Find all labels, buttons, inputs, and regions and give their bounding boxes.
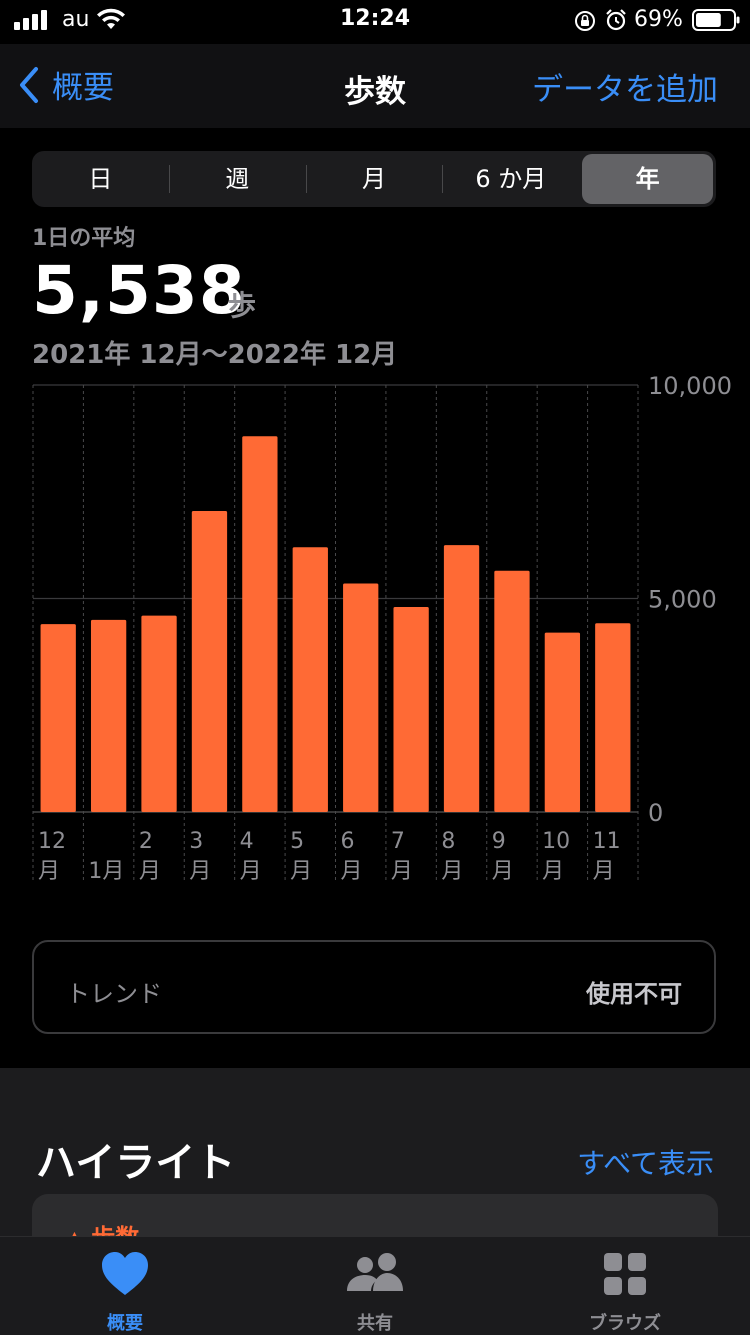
x-tick-label: 1月 xyxy=(88,859,124,884)
y-tick-label: 0 xyxy=(648,799,663,827)
bar-10月 xyxy=(544,632,581,812)
clock: 12:24 xyxy=(339,6,411,31)
steps-bar-chart[interactable]: 0 5,000 10,000 12 月 1月 2 月 3 月 4 月 5 月 6 月 7 月 8 月 9 月 10 月 11 月 xyxy=(0,370,750,890)
x-tick-label: 月 xyxy=(441,859,463,884)
x-tick-label: 4 xyxy=(240,829,254,854)
signal-icon xyxy=(14,10,47,30)
x-tick-label: 12 xyxy=(38,829,66,854)
carrier-label: au xyxy=(62,7,90,32)
tab-summary[interactable]: 概要 xyxy=(0,1237,250,1335)
segment-1[interactable]: 週 xyxy=(225,165,250,193)
bar-4月 xyxy=(242,436,278,812)
bar-11月 xyxy=(595,623,631,812)
battery-percent: 69% xyxy=(634,7,683,32)
add-data-button[interactable]: データを追加 xyxy=(532,72,718,108)
back-button[interactable]: 概要 xyxy=(18,62,114,107)
y-tick-label: 5,000 xyxy=(648,586,717,614)
status-bar: au 12:24 69% xyxy=(0,0,750,44)
x-tick-label: 10 xyxy=(542,829,570,854)
tab-summary-label: 概要 xyxy=(107,1313,143,1334)
navigation-bar: 概要 歩数 データを追加 xyxy=(0,44,750,128)
highlights-title: ハイライト xyxy=(36,1140,236,1186)
page-title: 歩数 xyxy=(344,74,406,110)
segment-0[interactable]: 日 xyxy=(88,165,113,193)
x-tick-label: 月 xyxy=(38,859,60,884)
x-tick-label: 月 xyxy=(542,859,564,884)
tab-browse[interactable]: ブラウズ xyxy=(500,1237,750,1335)
orientation-lock-icon xyxy=(575,11,595,31)
x-tick-label: 5 xyxy=(290,829,304,854)
x-tick-label: 6 xyxy=(341,829,355,854)
segment-2[interactable]: 月 xyxy=(361,165,386,193)
x-tick-label: 3 xyxy=(189,829,203,854)
wifi-icon xyxy=(97,8,125,29)
show-all-button[interactable]: すべて表示 xyxy=(577,1147,714,1180)
x-tick-label: 8 xyxy=(441,829,455,854)
bar-5月 xyxy=(292,547,328,812)
bar-8月 xyxy=(443,545,480,812)
bar-7月 xyxy=(393,607,429,812)
average-value: 5,538 xyxy=(32,252,246,329)
segment-divider xyxy=(305,165,307,193)
x-tick-label: 月 xyxy=(240,859,262,884)
segment-divider xyxy=(168,165,170,193)
x-tick-label: 月 xyxy=(290,859,312,884)
y-tick-label: 10,000 xyxy=(648,372,732,400)
x-tick-label: 月 xyxy=(341,859,363,884)
bar-3月 xyxy=(191,510,228,812)
trend-label: トレンド xyxy=(66,980,162,1008)
tab-browse-label: ブラウズ xyxy=(589,1313,661,1334)
x-tick-label: 9 xyxy=(492,829,506,854)
bar-12月 xyxy=(40,624,76,812)
bar-1月 xyxy=(90,619,127,812)
tab-sharing-label: 共有 xyxy=(357,1313,393,1334)
heart-icon xyxy=(102,1252,148,1295)
chevron-left-icon xyxy=(20,66,38,103)
x-tick-label: 月 xyxy=(139,859,161,884)
bar-9月 xyxy=(494,570,530,812)
date-range: 2021年 12月〜2022年 12月 xyxy=(32,340,398,370)
back-label: 概要 xyxy=(52,70,114,106)
segment-divider xyxy=(442,165,444,193)
segment-3[interactable]: 6 か月 xyxy=(475,165,547,193)
average-unit: 歩 xyxy=(228,289,257,322)
x-tick-label: 11 xyxy=(593,829,621,854)
bar-2月 xyxy=(141,615,177,812)
average-label: 1日の平均 xyxy=(32,226,136,251)
trend-card[interactable]: トレンド 使用不可 xyxy=(32,940,716,1034)
x-tick-label: 月 xyxy=(593,859,615,884)
period-segmented-control: 日 週 月 6 か月 年 xyxy=(32,151,716,207)
x-tick-label: 月 xyxy=(492,859,514,884)
alarm-icon xyxy=(606,9,626,31)
people-icon xyxy=(347,1253,403,1291)
segment-4[interactable]: 年 xyxy=(582,154,713,204)
grid-icon xyxy=(604,1253,646,1295)
trend-value: 使用不可 xyxy=(586,980,682,1008)
x-tick-label: 月 xyxy=(189,859,211,884)
x-tick-label: 7 xyxy=(391,829,405,854)
bar-6月 xyxy=(343,583,379,812)
x-tick-label: 2 xyxy=(139,829,153,854)
battery-icon xyxy=(692,9,740,31)
x-tick-label: 月 xyxy=(391,859,413,884)
tab-sharing[interactable]: 共有 xyxy=(250,1237,500,1335)
tab-bar: 概要 共有 ブラウズ xyxy=(0,1236,750,1335)
